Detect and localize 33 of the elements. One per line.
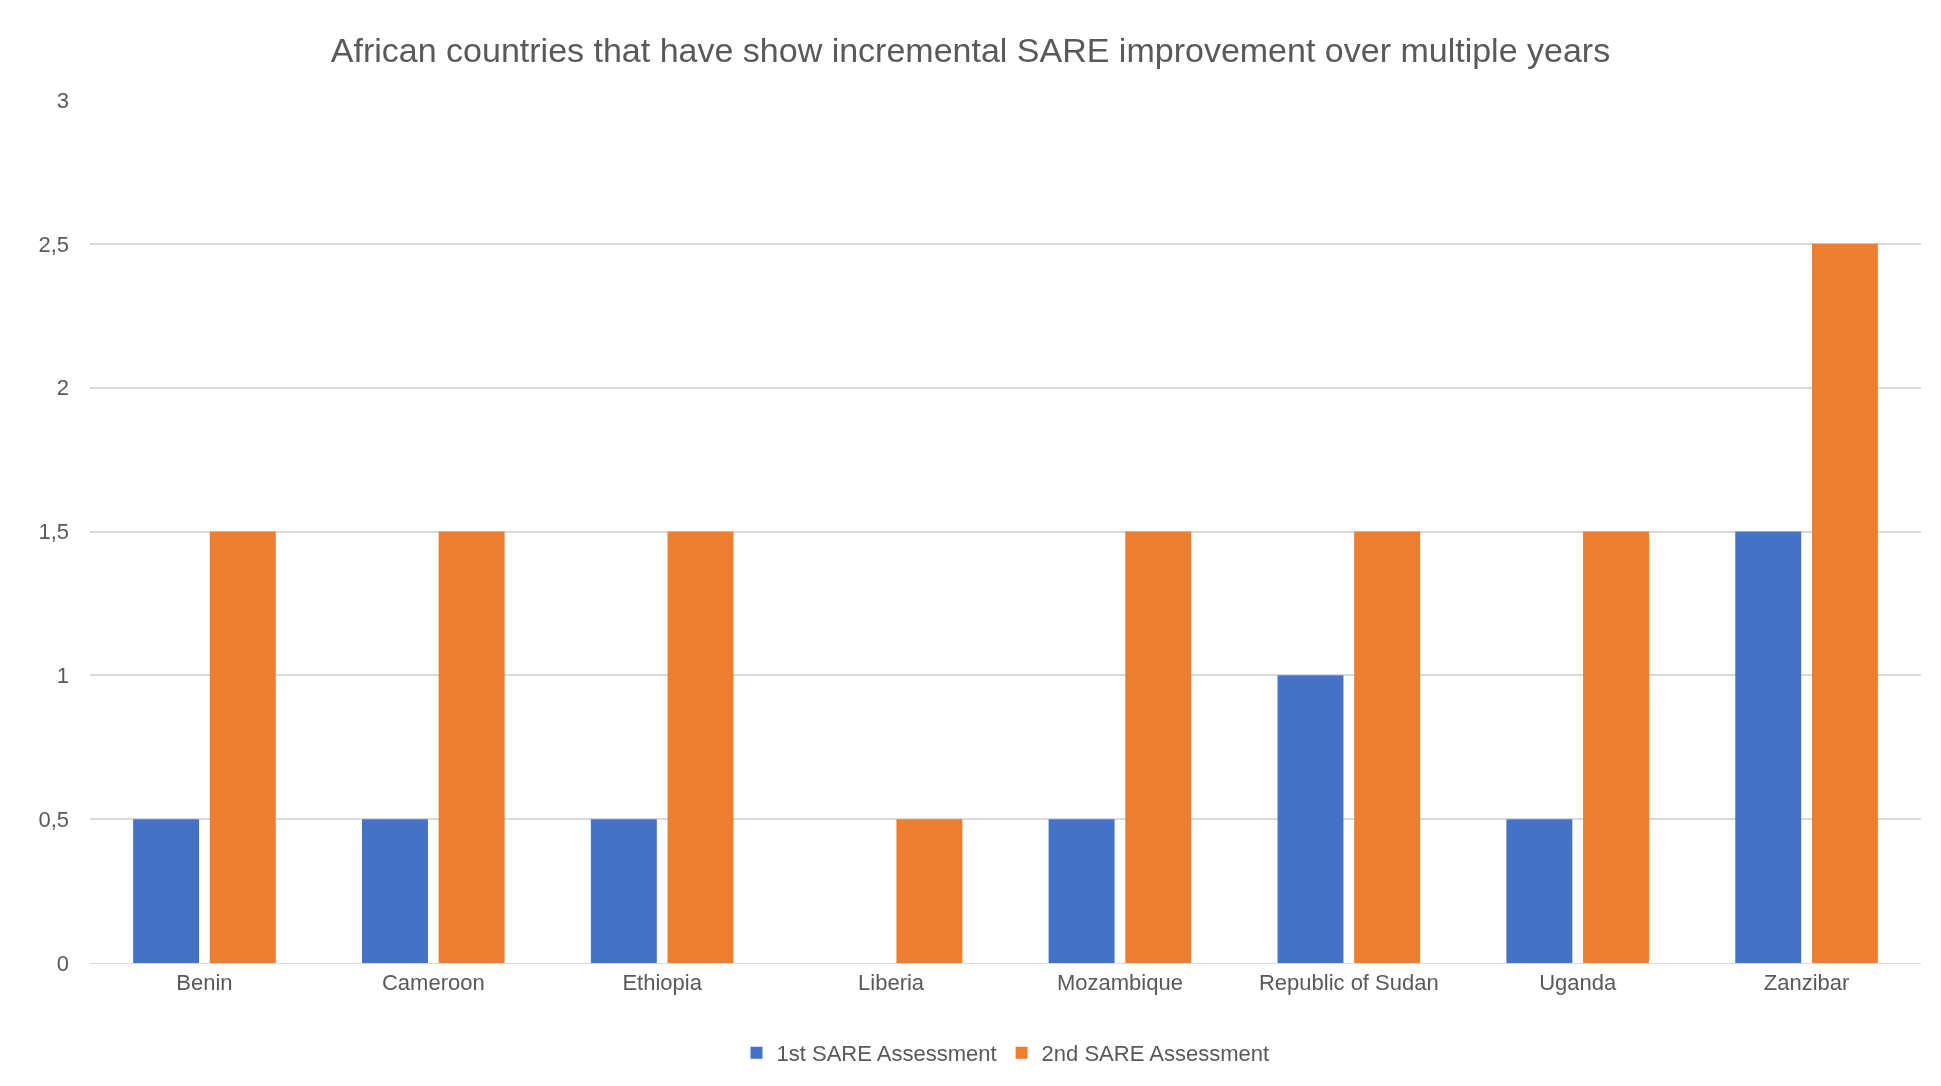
y-tick-label: 1,5 <box>38 519 69 545</box>
bar <box>438 531 505 963</box>
legend-label: 2nd SARE Assessment <box>1041 1041 1270 1067</box>
y-tick-label: 0,5 <box>38 806 69 832</box>
bar <box>1506 819 1573 963</box>
bar <box>1048 819 1115 963</box>
legend-label: 1st SARE Assessment <box>776 1041 997 1067</box>
bar <box>209 531 276 963</box>
bar <box>896 819 963 963</box>
bar <box>1735 531 1802 963</box>
bar <box>1583 531 1649 963</box>
y-tick-label: 1 <box>56 663 69 689</box>
y-tick-label: 2 <box>56 375 69 401</box>
y-tick-label: 0 <box>56 950 69 976</box>
x-tick-label: Zanzibar <box>1763 970 1850 996</box>
x-tick-label: Republic of Sudan <box>1258 970 1439 996</box>
bar <box>1277 675 1344 963</box>
x-tick-label: Ethiopia <box>622 970 703 996</box>
x-tick-label: Uganda <box>1539 970 1617 996</box>
x-tick-label: Mozambique <box>1056 970 1183 996</box>
y-tick-label: 3 <box>56 87 69 113</box>
x-tick-label: Benin <box>176 970 233 996</box>
bar <box>590 819 657 963</box>
bar <box>133 819 200 963</box>
bar <box>667 531 734 963</box>
x-tick-label: Cameroon <box>381 970 485 996</box>
y-tick-label: 2,5 <box>38 231 69 257</box>
bar <box>362 819 428 963</box>
bar <box>1811 243 1878 963</box>
chart-title: African countries that have show incremental SARE improvement over multiple years <box>330 30 1611 69</box>
x-tick-label: Liberia <box>858 970 925 996</box>
bar <box>1125 531 1192 963</box>
bar <box>1354 531 1421 963</box>
